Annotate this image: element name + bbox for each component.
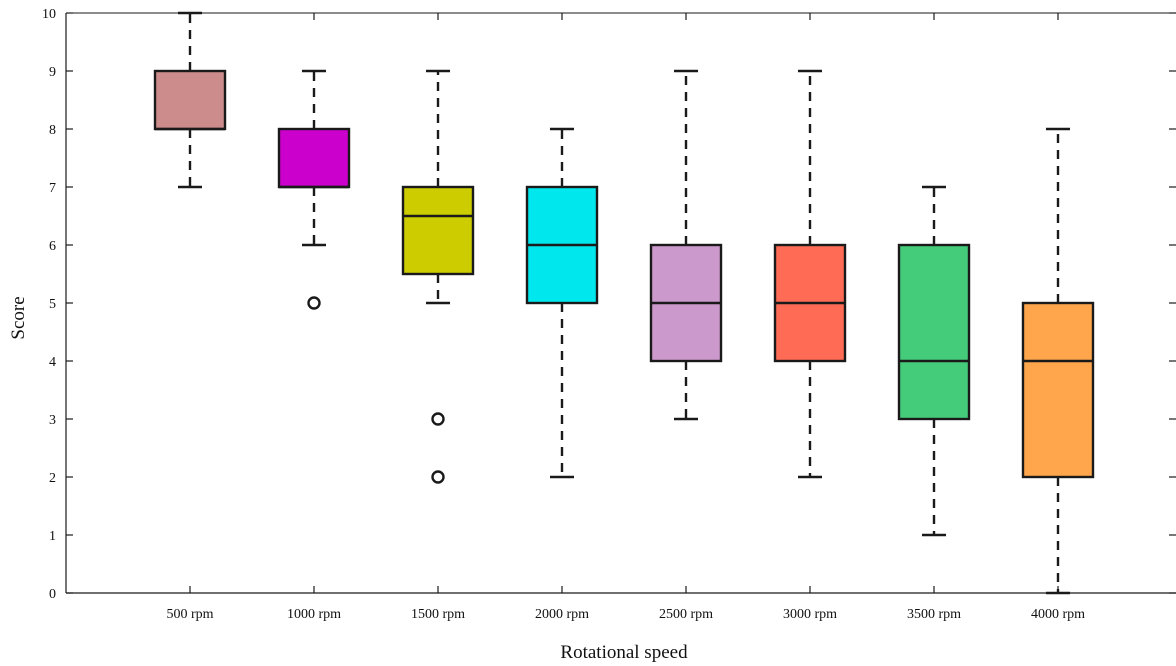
y-axis-label: Score bbox=[8, 296, 29, 339]
box-body bbox=[277, 127, 351, 189]
y-tick-label: 7 bbox=[49, 181, 56, 196]
box-body bbox=[1021, 301, 1095, 479]
plot-marks bbox=[153, 11, 1095, 595]
y-tick-label: 5 bbox=[49, 297, 56, 312]
box-1000-rpm bbox=[277, 69, 351, 310]
y-tick-label: 4 bbox=[49, 355, 56, 370]
y-tick-label: 0 bbox=[49, 587, 56, 602]
box-500-rpm bbox=[153, 11, 227, 189]
x-tick-label: 3500 rpm bbox=[907, 607, 961, 622]
y-tick-label: 9 bbox=[49, 65, 56, 80]
axes: 0 1 2 3 4 5 6 7 8 9 10 500 rpm 1000 rpm 1500 rpm 2000 … bbox=[42, 7, 1176, 622]
x-axis-label: Rotational speed bbox=[560, 642, 688, 663]
y-tick-label: 6 bbox=[49, 239, 56, 254]
box-3500-rpm bbox=[897, 185, 971, 537]
x-tick-label: 2500 rpm bbox=[659, 607, 713, 622]
outlier-point bbox=[307, 296, 321, 310]
x-tick-label: 3000 rpm bbox=[783, 607, 837, 622]
x-tick-label: 500 rpm bbox=[166, 607, 213, 622]
x-tick-label: 1500 rpm bbox=[411, 607, 465, 622]
box-body bbox=[897, 243, 971, 421]
y-tick-label: 2 bbox=[49, 471, 56, 486]
box-4000-rpm bbox=[1021, 127, 1095, 595]
y-tick-label: 3 bbox=[49, 413, 56, 428]
outlier-point bbox=[431, 412, 445, 426]
box-2500-rpm bbox=[649, 69, 723, 421]
box-3000-rpm bbox=[773, 69, 847, 479]
y-tick-label: 1 bbox=[49, 529, 56, 544]
box-1500-rpm bbox=[401, 69, 475, 484]
x-tick-label: 1000 rpm bbox=[287, 607, 341, 622]
box-body bbox=[153, 69, 227, 131]
box-2000-rpm bbox=[525, 127, 599, 479]
box-body bbox=[401, 185, 475, 276]
outlier-point bbox=[431, 470, 445, 484]
y-tick-label: 8 bbox=[49, 123, 56, 138]
y-tick-label: 10 bbox=[42, 7, 56, 22]
x-tick-label: 2000 rpm bbox=[535, 607, 589, 622]
x-tick-label: 4000 rpm bbox=[1031, 607, 1085, 622]
